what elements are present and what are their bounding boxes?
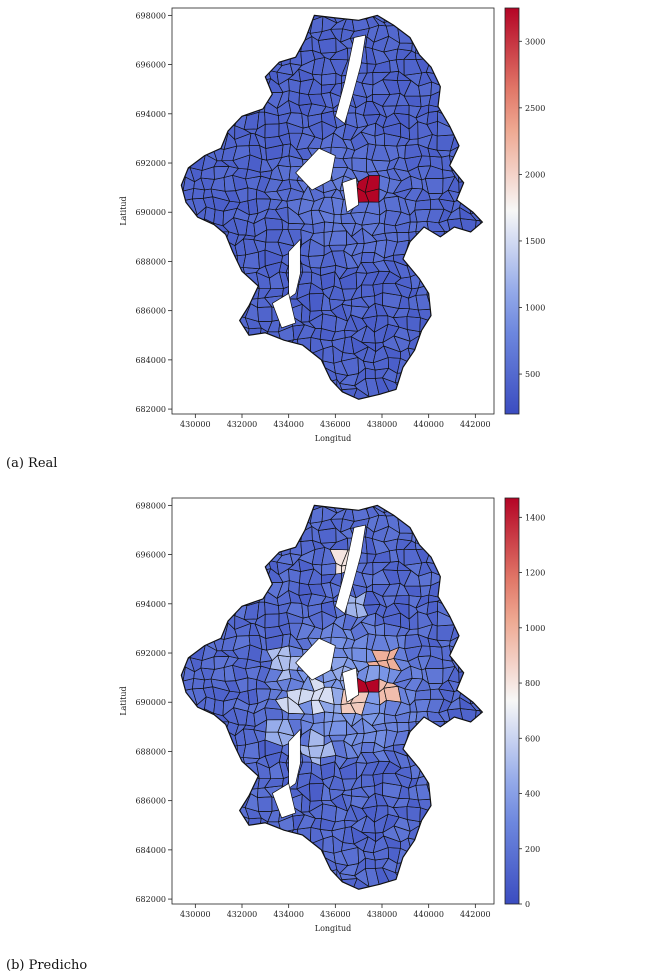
colorbar-tick-label: 3000 — [525, 37, 545, 46]
y-tick-label: 694000 — [135, 110, 166, 119]
y-tick-label: 682000 — [135, 405, 166, 414]
x-tick-label: 438000 — [367, 420, 398, 429]
unpopulated-area — [341, 177, 360, 213]
y-tick-label: 684000 — [135, 356, 166, 365]
region — [321, 803, 338, 823]
x-tick-label: 442000 — [460, 420, 491, 429]
caption-predicho: (b) Predicho — [6, 958, 88, 973]
region — [360, 742, 376, 754]
y-tick-label: 690000 — [135, 698, 166, 707]
colorbar-tick-label: 0 — [525, 900, 530, 909]
colorbar-tick-label: 1000 — [525, 304, 545, 313]
x-tick-label: 440000 — [413, 420, 444, 429]
unpopulated-area — [295, 637, 336, 681]
colorbar-tick-label: 2500 — [525, 104, 545, 113]
x-tick-label: 434000 — [273, 910, 304, 919]
colorbar-tick-label: 800 — [525, 679, 540, 688]
caption-real: (a) Real — [6, 456, 58, 471]
region — [351, 157, 367, 173]
colorbar-tick-label: 2000 — [525, 170, 545, 179]
colorbar-tick-label: 400 — [525, 790, 540, 799]
region — [425, 178, 444, 194]
colorbar-tick-label: 1200 — [525, 569, 545, 578]
region — [213, 209, 224, 227]
region — [257, 739, 266, 760]
x-tick-label: 436000 — [320, 910, 351, 919]
map-predicho: 430000 432000 434000 436000 438000 440000 4420… — [119, 497, 545, 933]
colorbar — [504, 497, 520, 905]
x-tick-label: 432000 — [227, 910, 258, 919]
x-axis-label: Longitud — [315, 924, 351, 933]
unpopulated-area — [271, 292, 297, 329]
region — [351, 647, 367, 663]
colorbar-tick-label: 200 — [525, 845, 540, 854]
y-axis-label: Latitud — [119, 196, 128, 225]
unpopulated-area — [288, 728, 301, 790]
x-tick-label: 442000 — [460, 910, 491, 919]
x-tick-label: 430000 — [180, 910, 211, 919]
x-tick-label: 432000 — [227, 420, 258, 429]
region — [257, 306, 273, 322]
region — [323, 711, 334, 723]
city-outline — [180, 504, 484, 890]
region — [321, 313, 338, 333]
x-tick-label: 440000 — [413, 910, 444, 919]
y-tick-label: 682000 — [135, 895, 166, 904]
region — [396, 721, 410, 733]
region — [247, 187, 258, 202]
region — [257, 249, 266, 270]
region — [257, 796, 273, 812]
colorbar-tick-label: 1400 — [525, 513, 545, 522]
y-tick-label: 688000 — [135, 747, 166, 756]
region — [406, 806, 421, 822]
region — [333, 704, 342, 714]
y-tick-label: 694000 — [135, 600, 166, 609]
y-tick-label: 696000 — [135, 551, 166, 560]
region — [333, 214, 342, 224]
unpopulated-area — [334, 524, 367, 615]
unpopulated-area — [341, 667, 360, 703]
region — [406, 316, 421, 332]
x-tick-label: 434000 — [273, 420, 304, 429]
colorbar-tick-label: 600 — [525, 734, 540, 743]
region — [360, 252, 376, 264]
panel-real: 430000 432000 434000 436000 438000 440000 4420… — [0, 0, 670, 480]
region — [393, 105, 410, 115]
unpopulated-area — [334, 34, 367, 125]
colorbar — [504, 7, 520, 415]
region — [393, 595, 410, 605]
map-real: 430000 432000 434000 436000 438000 440000 4420… — [119, 7, 545, 443]
y-tick-label: 696000 — [135, 61, 166, 70]
colorbar-tick-label: 1500 — [525, 237, 545, 246]
region — [213, 699, 224, 717]
region — [264, 613, 280, 629]
x-axis-label: Longitud — [315, 434, 351, 443]
y-tick-label: 692000 — [135, 649, 166, 658]
y-axis-label: Latitud — [119, 686, 128, 715]
city-outline — [180, 14, 484, 400]
unpopulated-area — [271, 782, 297, 819]
colorbar-tick-label: 1000 — [525, 624, 545, 633]
x-tick-label: 436000 — [320, 420, 351, 429]
y-tick-label: 686000 — [135, 307, 166, 316]
y-tick-label: 698000 — [135, 501, 166, 510]
colorbar-tick-label: 500 — [525, 370, 540, 379]
y-tick-label: 686000 — [135, 797, 166, 806]
y-tick-label: 692000 — [135, 159, 166, 168]
y-tick-label: 688000 — [135, 257, 166, 266]
panel-predicho: 430000 432000 434000 436000 438000 440000 4420… — [0, 492, 670, 977]
y-tick-label: 698000 — [135, 11, 166, 20]
unpopulated-area — [295, 147, 336, 191]
x-tick-label: 430000 — [180, 420, 211, 429]
x-tick-label: 438000 — [367, 910, 398, 919]
region — [323, 221, 334, 233]
y-tick-label: 690000 — [135, 208, 166, 217]
y-tick-label: 684000 — [135, 846, 166, 855]
region — [247, 677, 258, 692]
unpopulated-area — [288, 238, 301, 300]
region — [425, 668, 444, 684]
region — [264, 123, 280, 139]
region — [396, 231, 410, 243]
